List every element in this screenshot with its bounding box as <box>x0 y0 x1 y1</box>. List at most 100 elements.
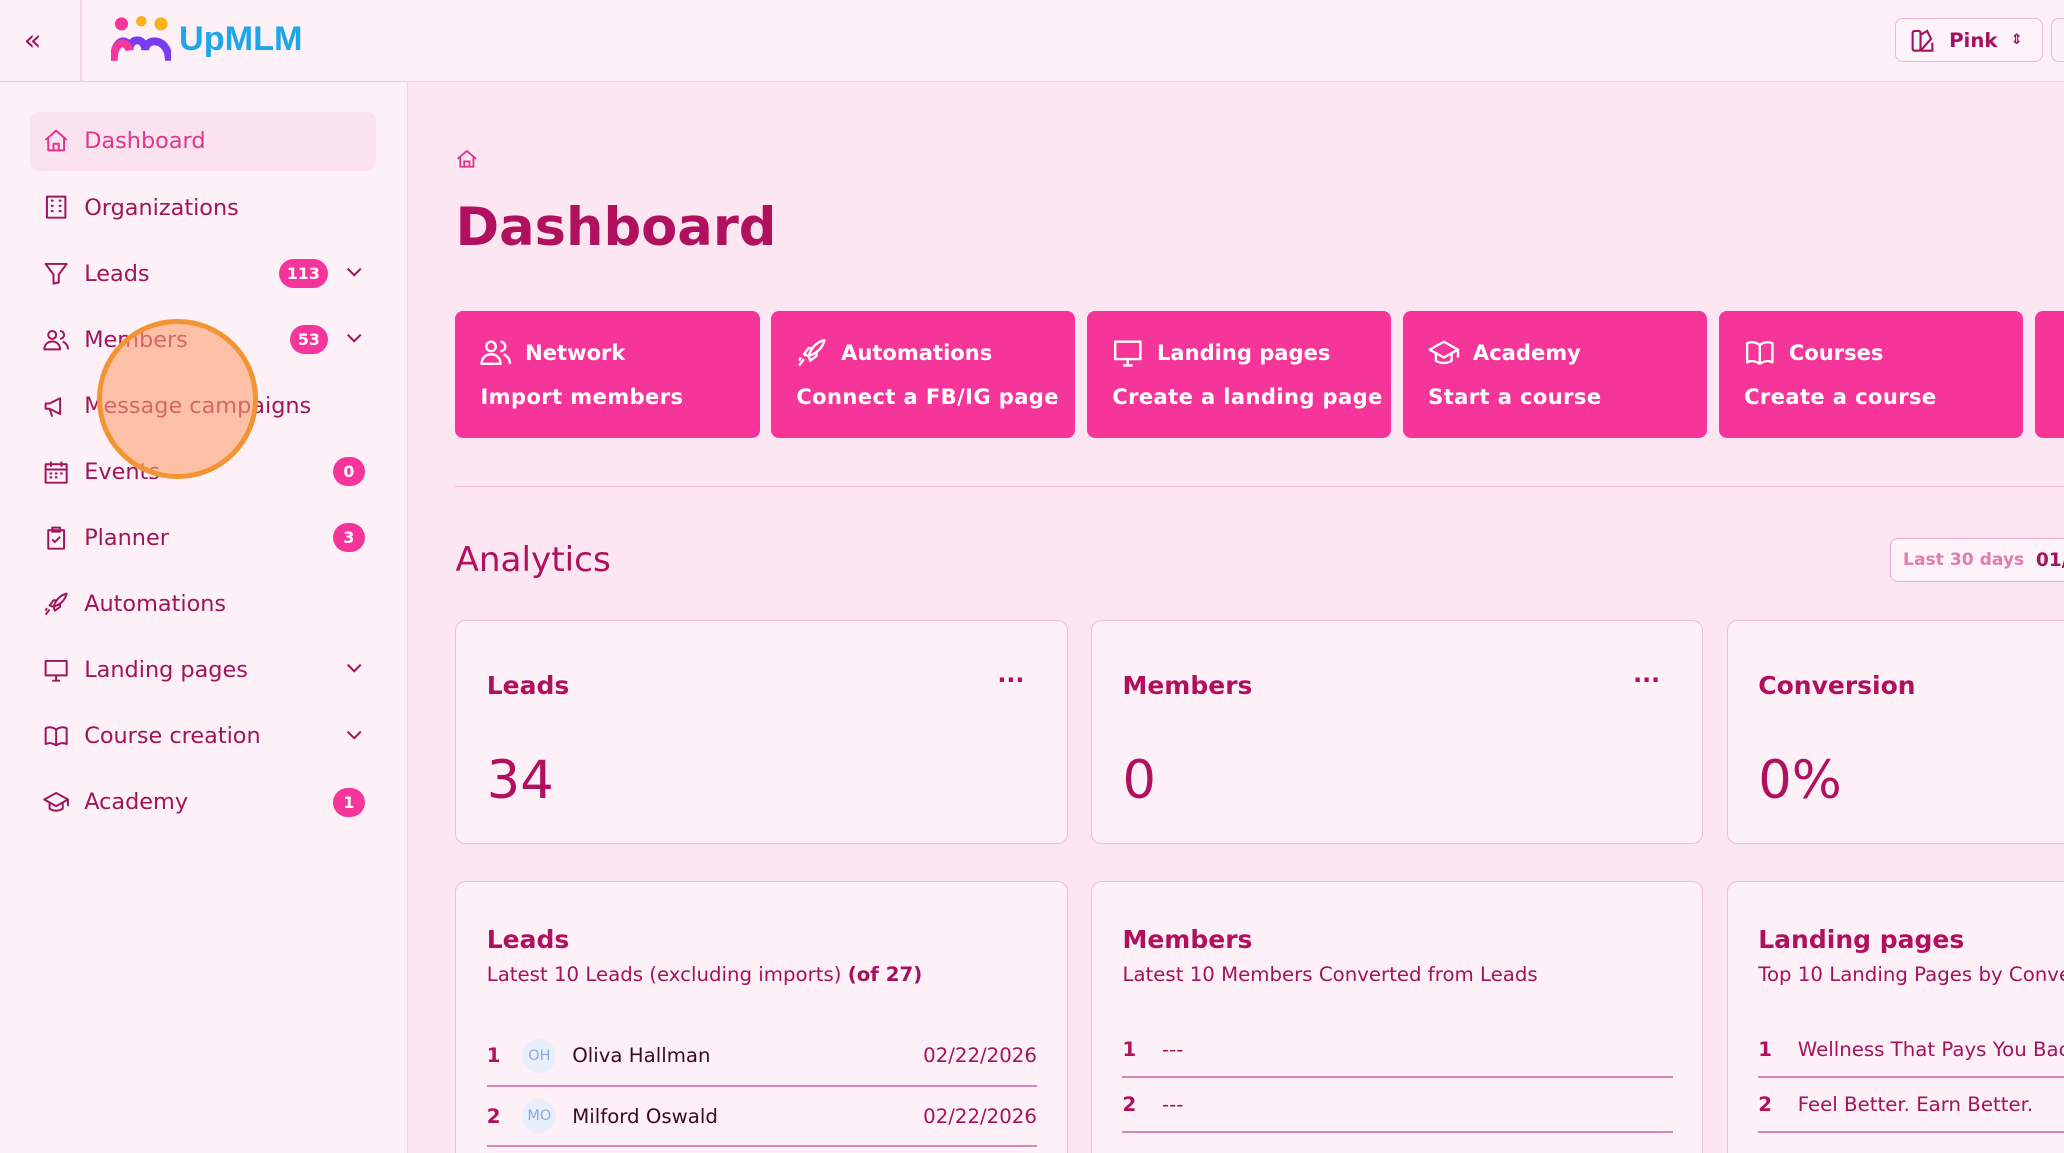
list-item[interactable]: 2 Feel Better. Earn Better. <box>1758 1078 2064 1133</box>
avatar: MO <box>522 1099 557 1134</box>
sidebar-item-label: Dashboard <box>84 128 206 155</box>
list-title: Members <box>1122 925 1253 955</box>
rocket-icon <box>45 592 69 616</box>
avatar: OH <box>522 1038 557 1073</box>
list-subtitle: Latest 10 Members Converted from Leads <box>1122 963 1538 987</box>
quick-action-more[interactable] <box>2034 310 2064 439</box>
row-name: Oliva Hallman <box>572 1044 711 1068</box>
megaphone-icon <box>45 396 62 417</box>
date-range-picker[interactable]: Last 30 days 01/2 <box>1890 538 2064 582</box>
more-options-icon[interactable]: ··· <box>1633 665 1661 694</box>
list-item[interactable]: 1 --- <box>1122 1022 1673 1078</box>
row-index: 2 <box>1122 1092 1137 1116</box>
stat-title: Conversion <box>1758 670 1916 700</box>
calendar-icon <box>45 461 69 484</box>
list-subtitle: Latest 10 Leads (excluding imports) (of … <box>486 963 923 987</box>
home-icon <box>45 129 68 152</box>
users-icon <box>43 329 70 350</box>
quick-action-network[interactable]: Network Import members <box>455 310 760 439</box>
list-item[interactable]: 2 --- <box>1122 1078 1673 1133</box>
sidebar-item-leads[interactable]: Leads 113 <box>30 244 376 303</box>
chevron-down-icon[interactable] <box>345 660 363 681</box>
chevron-down-icon[interactable] <box>345 726 363 747</box>
top-bar: « UpMLM Pink ⇕ <box>0 0 2064 82</box>
sidebar-item-course-creation[interactable]: Course creation <box>30 707 376 766</box>
list-item[interactable]: 1 Wellness That Pays You Back <box>1758 1022 2064 1078</box>
sidebar: Dashboard Organizations Leads 113 Members 53 M… <box>0 81 409 1153</box>
list-item[interactable]: 2 MO Milford Oswald 02/22/2026 <box>486 1087 1037 1148</box>
sidebar-item-organizations[interactable]: Organizations <box>30 178 376 237</box>
list-total: (of 27) <box>847 963 923 987</box>
book-icon <box>45 726 69 747</box>
row-index: 2 <box>486 1104 501 1128</box>
quick-action-title: Academy <box>1472 340 1581 366</box>
sidebar-item-landing-pages[interactable]: Landing pages <box>30 641 376 700</box>
row-name: Feel Better. Earn Better. <box>1797 1092 2034 1116</box>
row-name: Wellness That Pays You Back <box>1797 1037 2064 1061</box>
sidebar-item-academy[interactable]: Academy 1 <box>30 773 376 832</box>
sidebar-item-message-campaigns[interactable]: Message campaigns <box>30 376 376 435</box>
sidebar-item-label: Members <box>84 326 188 353</box>
sidebar-item-members[interactable]: Members 53 <box>30 310 376 369</box>
more-options-icon[interactable]: ··· <box>997 665 1025 694</box>
list-title: Landing pages <box>1758 925 1965 955</box>
sidebar-item-automations[interactable]: Automations <box>30 574 376 633</box>
page-title: Dashboard <box>455 197 777 259</box>
quick-action-label: Connect a FB/IG page <box>796 384 1059 410</box>
collapse-sidebar-icon[interactable]: « <box>23 23 42 58</box>
sidebar-item-dashboard[interactable]: Dashboard <box>30 111 377 172</box>
breadcrumb-home-icon[interactable] <box>455 147 479 176</box>
stat-title: Members <box>1122 670 1253 700</box>
monitor-icon <box>45 659 69 682</box>
chevron-down-icon[interactable] <box>345 263 363 284</box>
sidebar-item-label: Landing pages <box>84 657 248 684</box>
theme-label: Pink <box>1949 28 1998 52</box>
row-name: --- <box>1161 1037 1184 1061</box>
sidebar-item-label: Leads <box>84 260 150 287</box>
quick-action-title: Automations <box>841 340 993 366</box>
count-badge: 0 <box>333 457 365 487</box>
stat-card-leads: Leads ··· 34 <box>455 619 1068 844</box>
quick-action-courses[interactable]: Courses Create a course <box>1719 310 2024 439</box>
row-date: 02/22/2026 <box>923 1104 1037 1128</box>
row-index: 1 <box>1122 1037 1137 1061</box>
analytics-heading: Analytics <box>455 539 611 580</box>
quick-action-label: Import members <box>480 384 684 410</box>
list-card-landing-pages: Landing pages Top 10 Landing Pages by Con… <box>1726 880 2064 1153</box>
graduation-cap-icon <box>1428 340 1460 365</box>
sidebar-item-events[interactable]: Events 0 <box>30 442 376 501</box>
building-icon <box>46 196 67 220</box>
sidebar-item-label: Organizations <box>84 194 239 221</box>
stat-value: 0% <box>1758 749 1842 811</box>
list-item[interactable]: 1 OH Oliva Hallman 02/22/2026 <box>486 1026 1037 1087</box>
quick-action-academy[interactable]: Academy Start a course <box>1403 310 1708 439</box>
quick-action-title: Courses <box>1788 340 1884 366</box>
rocket-icon <box>798 338 826 367</box>
sidebar-item-planner[interactable]: Planner 3 <box>30 508 376 567</box>
count-badge: 113 <box>279 259 328 289</box>
palette-icon <box>1911 29 1934 52</box>
row-name: --- <box>1161 1092 1184 1116</box>
sidebar-item-label: Academy <box>84 789 189 816</box>
range-label: Last 30 days <box>1903 550 2025 571</box>
sidebar-item-label: Course creation <box>84 723 261 750</box>
stat-value: 0 <box>1122 749 1156 811</box>
quick-action-title: Landing pages <box>1156 340 1331 366</box>
header-button[interactable] <box>2050 18 2064 62</box>
list-title: Leads <box>486 925 570 955</box>
book-icon <box>1746 341 1774 365</box>
monitor-icon <box>1114 340 1142 367</box>
quick-action-automations[interactable]: Automations Connect a FB/IG page <box>771 310 1076 439</box>
chevron-down-icon[interactable] <box>345 329 363 350</box>
quick-action-label: Start a course <box>1428 384 1602 410</box>
quick-action-label: Create a landing page <box>1112 384 1383 410</box>
count-badge: 3 <box>333 523 365 553</box>
row-index: 1 <box>1758 1037 1772 1061</box>
theme-select[interactable]: Pink ⇕ <box>1895 18 2043 62</box>
quick-action-landing-pages[interactable]: Landing pages Create a landing page <box>1087 310 1392 439</box>
range-value: 01/2 <box>2036 549 2064 571</box>
stat-card-members: Members ··· 0 <box>1091 619 1704 844</box>
list-card-leads: Leads Latest 10 Leads (excluding imports)… <box>455 880 1068 1153</box>
logo[interactable]: UpMLM <box>110 15 303 63</box>
divider <box>455 485 2064 488</box>
